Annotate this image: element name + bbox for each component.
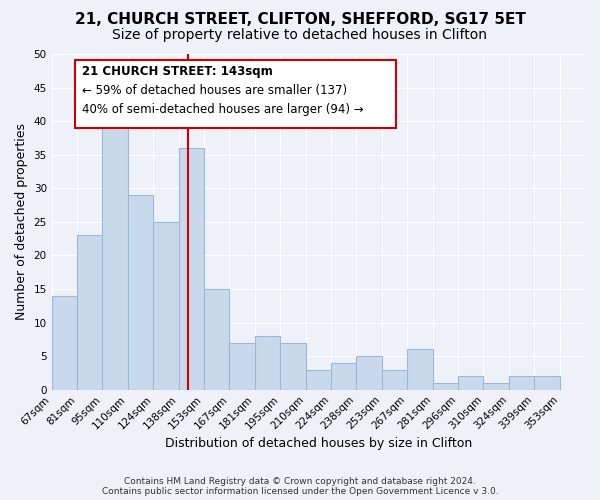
Bar [458, 376, 484, 390]
Bar [407, 350, 433, 390]
Bar [52, 296, 77, 390]
Text: 40% of semi-detached houses are larger (94) →: 40% of semi-detached houses are larger (… [82, 103, 364, 116]
Bar [509, 376, 534, 390]
Bar [484, 383, 509, 390]
Text: Contains HM Land Registry data © Crown copyright and database right 2024.: Contains HM Land Registry data © Crown c… [124, 477, 476, 486]
Bar [280, 342, 305, 390]
Bar [77, 236, 103, 390]
Bar [204, 289, 229, 390]
Bar [153, 222, 179, 390]
Text: 21 CHURCH STREET: 143sqm: 21 CHURCH STREET: 143sqm [82, 65, 273, 78]
Bar [179, 148, 204, 390]
Bar [128, 195, 153, 390]
X-axis label: Distribution of detached houses by size in Clifton: Distribution of detached houses by size … [165, 437, 472, 450]
Bar [255, 336, 280, 390]
Text: 21, CHURCH STREET, CLIFTON, SHEFFORD, SG17 5ET: 21, CHURCH STREET, CLIFTON, SHEFFORD, SG… [74, 12, 526, 28]
Bar [356, 356, 382, 390]
Bar [433, 383, 458, 390]
Bar [229, 342, 255, 390]
Bar [103, 114, 128, 390]
Bar [382, 370, 407, 390]
Bar [331, 363, 356, 390]
Text: Size of property relative to detached houses in Clifton: Size of property relative to detached ho… [113, 28, 487, 42]
Bar [534, 376, 560, 390]
Text: ← 59% of detached houses are smaller (137): ← 59% of detached houses are smaller (13… [82, 84, 347, 97]
Bar [305, 370, 331, 390]
Y-axis label: Number of detached properties: Number of detached properties [15, 124, 28, 320]
Text: Contains public sector information licensed under the Open Government Licence v : Contains public sector information licen… [101, 487, 499, 496]
